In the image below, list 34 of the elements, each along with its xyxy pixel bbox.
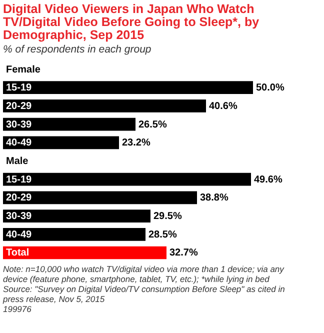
y-tick-label: 40-49 [6, 229, 32, 240]
chart-title: Digital Video Viewers in Japan Who Watch TV/Digital Video Before Going to Sleep*, by Demographic, Sep 2015 [3, 2, 260, 42]
data-label: 40.6% [209, 100, 238, 112]
y-tick-label: 40-49 [6, 138, 32, 149]
bar [3, 191, 197, 204]
y-tick-label: 30-39 [6, 211, 32, 222]
data-label: 49.6% [254, 174, 282, 186]
y-tick-label: Male [6, 156, 29, 167]
bar [3, 228, 146, 241]
data-label: 28.5% [148, 229, 177, 240]
bar [3, 210, 150, 222]
data-label: 23.2% [122, 138, 150, 149]
y-tick-label: 30-39 [6, 119, 32, 130]
y-tick-label: 20-29 [6, 100, 32, 112]
bar [3, 81, 253, 94]
bar [3, 118, 136, 131]
y-tick-label: 15-19 [6, 174, 32, 186]
data-label: 50.0% [256, 82, 284, 94]
y-tick-label: 20-29 [6, 192, 32, 204]
chart-subtitle: % of respondents in each group [3, 44, 152, 56]
y-tick-label: Female [6, 64, 41, 76]
data-label: 32.7% [170, 248, 198, 259]
bar [3, 172, 251, 186]
data-label: 26.5% [138, 119, 167, 130]
bar [3, 100, 206, 112]
source-note: Source: "Survey on Digital Video/TV consumption Before Sleep" as cited in press release, Nov 5, 2015 [2, 284, 286, 304]
data-label: 29.5% [154, 211, 182, 222]
bar [3, 136, 119, 150]
text: Note: n=10,000 who watch TV/digital video via more than 1 device; via any device (feature phone, smartphone, tablet, TV, etc.); *while lying in bed [3, 264, 285, 284]
text: 199976 [3, 304, 32, 314]
data-label: 38.8% [200, 192, 228, 204]
bar [3, 246, 166, 260]
y-tick-label: 15-19 [6, 82, 32, 94]
y-tick-label: Total [6, 248, 30, 259]
